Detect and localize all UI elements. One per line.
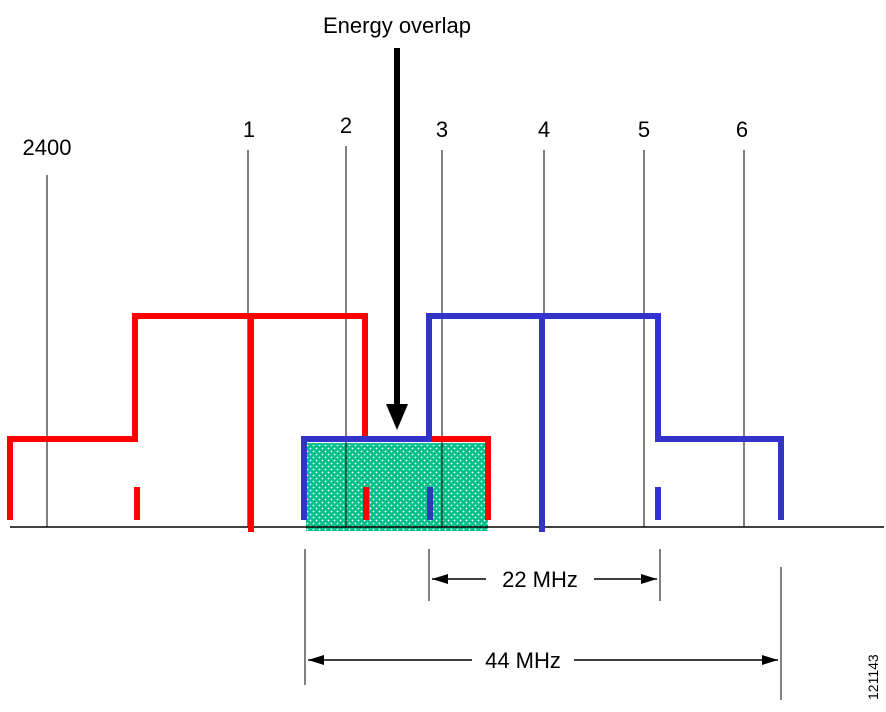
channel-label-1: 1 — [243, 117, 255, 142]
channel-label-2: 2 — [340, 113, 352, 138]
dimension-22mhz-label: 22 MHz — [502, 567, 578, 592]
channel-label-6: 6 — [736, 117, 748, 142]
dimension-44mhz-label: 44 MHz — [485, 648, 561, 673]
energy-overlap-arrow-head — [386, 404, 408, 430]
energy-overlap-area — [306, 443, 488, 531]
channel-label-3: 3 — [436, 117, 448, 142]
channel-label-4: 4 — [538, 117, 550, 142]
channel-label-5: 5 — [638, 117, 650, 142]
energy-overlap-title: Energy overlap — [323, 13, 471, 38]
reference-frequency-label: 2400 — [23, 135, 72, 160]
figure-id: 121143 — [865, 654, 881, 700]
